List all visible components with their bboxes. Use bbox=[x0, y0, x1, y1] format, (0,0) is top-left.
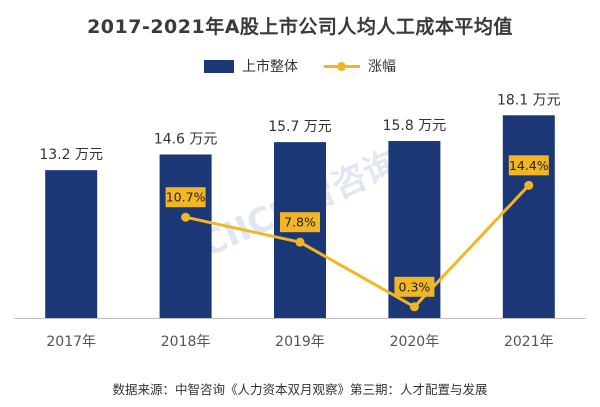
legend-bar-swatch bbox=[204, 59, 234, 73]
growth-line bbox=[185, 184, 530, 309]
x-tick-label-0: 2017年 bbox=[46, 334, 96, 350]
x-tick-label-3: 2020年 bbox=[390, 334, 440, 350]
chart-title: 2017-2021年A股上市公司人均人工成本平均值 bbox=[87, 16, 513, 38]
bar-value-label-4: 18.1 万元 bbox=[497, 92, 561, 108]
legend-item-line: 涨幅 bbox=[324, 56, 396, 76]
growth-label-box-2 bbox=[280, 212, 320, 233]
growth-label-3: 0.3% bbox=[399, 279, 431, 294]
growth-point-4 bbox=[524, 180, 534, 190]
growth-label-2: 7.8% bbox=[284, 215, 316, 230]
legend-item-bar: 上市整体 bbox=[204, 56, 298, 76]
growth-label-box-1 bbox=[165, 187, 206, 208]
source-note: 数据来源：中智咨询《人力资本双月观察》第三期：人才配置与发展 bbox=[112, 382, 488, 397]
growth-point-1 bbox=[181, 212, 191, 222]
x-tick-label-1: 2018年 bbox=[161, 334, 211, 350]
legend-line-swatch bbox=[324, 60, 360, 73]
growth-label-4: 14.4% bbox=[509, 158, 549, 173]
bar-value-label-1: 14.6 万元 bbox=[154, 131, 218, 147]
x-tick-label-2: 2019年 bbox=[275, 334, 325, 350]
bar-value-label-3: 15.8 万元 bbox=[383, 118, 447, 134]
bar-4 bbox=[502, 115, 555, 318]
legend-line-label: 涨幅 bbox=[368, 59, 396, 75]
bar-value-label-0: 13.2 万元 bbox=[39, 147, 103, 163]
bar-0 bbox=[45, 170, 98, 318]
growth-point-2 bbox=[295, 237, 305, 247]
x-tick-label-4: 2021年 bbox=[504, 334, 554, 350]
growth-label-box-4 bbox=[508, 155, 549, 176]
growth-label-1: 10.7% bbox=[166, 190, 206, 205]
growth-label-box-3 bbox=[394, 276, 435, 297]
legend: 上市整体 涨幅 bbox=[0, 56, 600, 76]
bar-value-label-2: 15.7 万元 bbox=[268, 119, 332, 135]
bar-1 bbox=[159, 154, 212, 318]
growth-point-3 bbox=[409, 302, 419, 312]
legend-bar-label: 上市整体 bbox=[242, 59, 298, 75]
